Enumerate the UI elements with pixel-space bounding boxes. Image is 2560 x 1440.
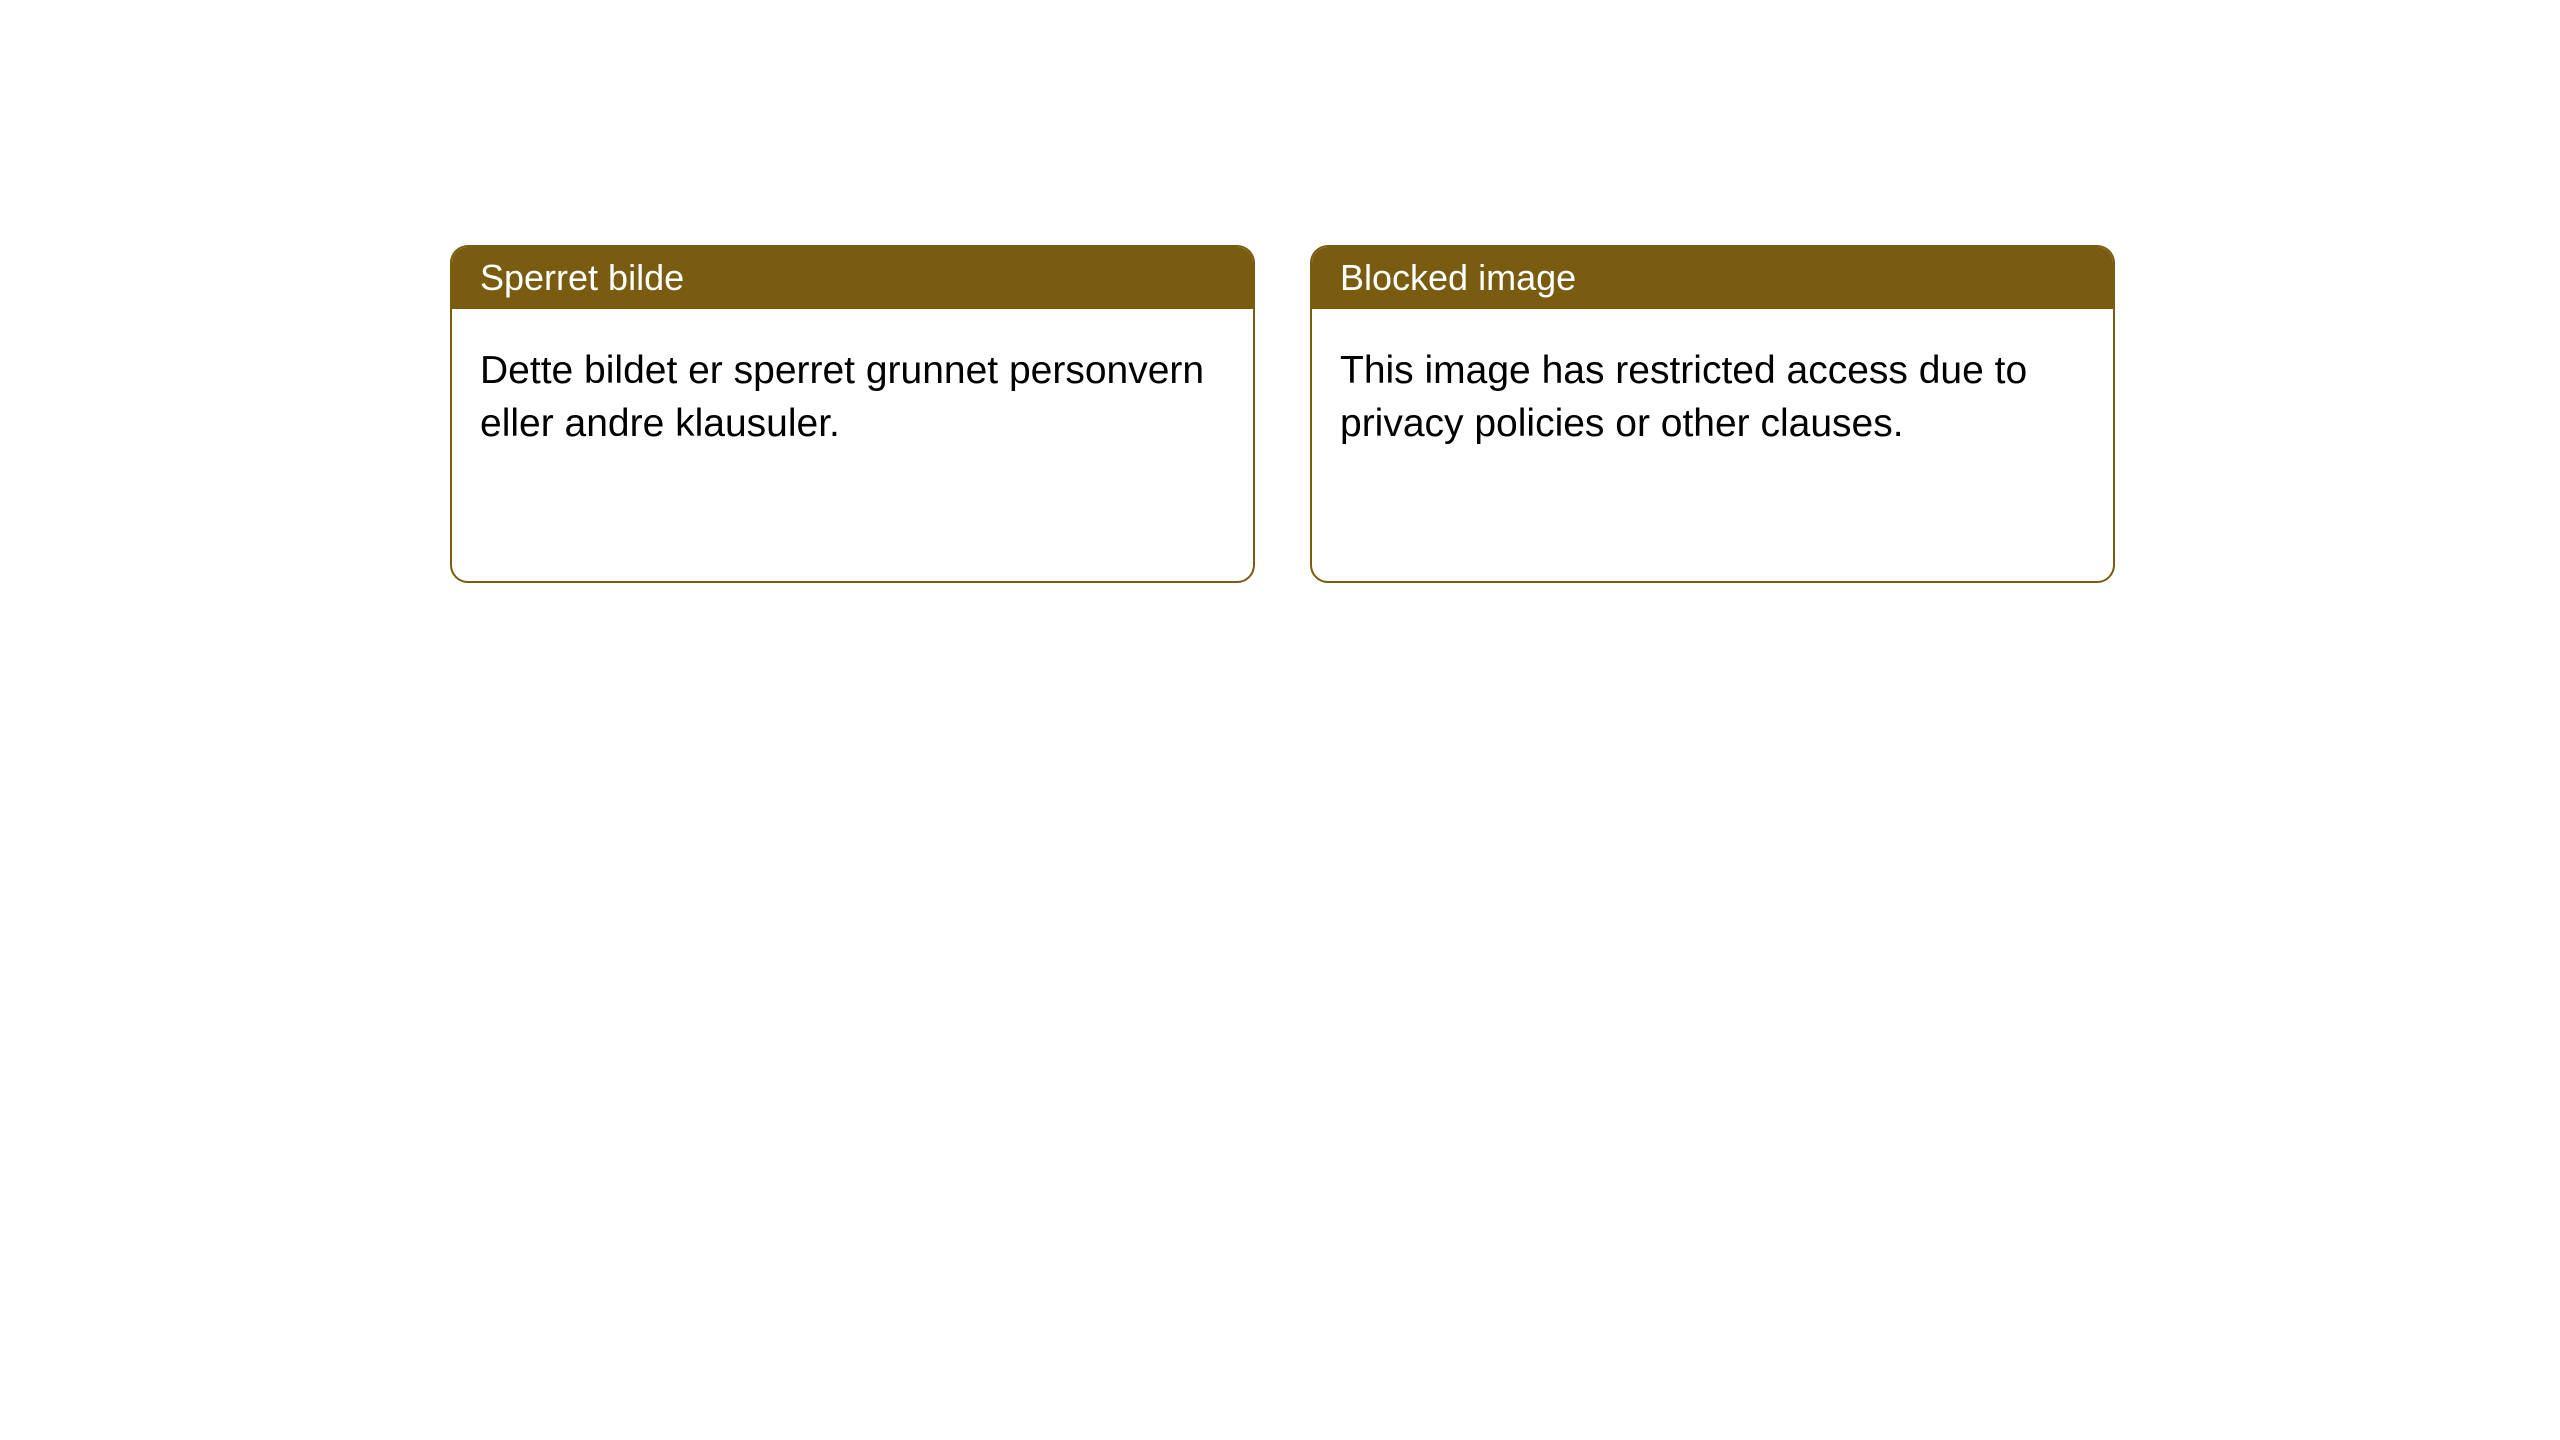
notice-body: This image has restricted access due to … — [1312, 309, 2113, 486]
notice-header: Sperret bilde — [452, 247, 1253, 309]
notice-card-english: Blocked image This image has restricted … — [1310, 245, 2115, 583]
notice-card-norwegian: Sperret bilde Dette bildet er sperret gr… — [450, 245, 1255, 583]
notice-title: Sperret bilde — [480, 257, 684, 298]
notice-title: Blocked image — [1340, 257, 1576, 298]
notice-message: Dette bildet er sperret grunnet personve… — [480, 349, 1204, 445]
notice-header: Blocked image — [1312, 247, 2113, 309]
notice-container: Sperret bilde Dette bildet er sperret gr… — [0, 0, 2560, 583]
notice-body: Dette bildet er sperret grunnet personve… — [452, 309, 1253, 486]
notice-message: This image has restricted access due to … — [1340, 349, 2027, 445]
